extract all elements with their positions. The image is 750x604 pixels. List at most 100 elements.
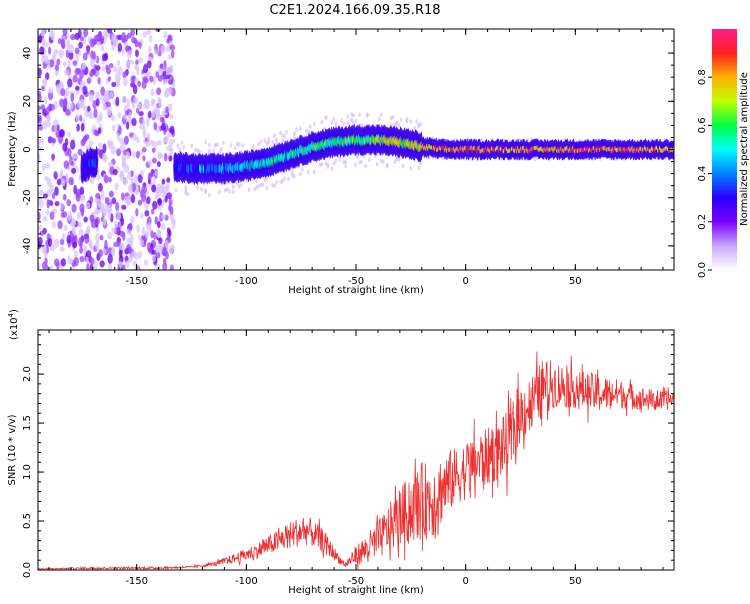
x-tick-label: 0 <box>462 576 468 587</box>
heatmap-noise-cell <box>129 59 135 65</box>
heatmap-noise-cell <box>51 192 56 200</box>
heatmap-noise-cell <box>102 217 107 226</box>
heatmap-noise-cell <box>56 178 62 186</box>
heatmap-noise-cell <box>150 88 155 97</box>
heatmap-noise-cell <box>38 236 43 246</box>
heatmap-noise-cell <box>111 197 117 205</box>
heatmap-noise-cell <box>169 113 174 120</box>
heatmap-noise-cell <box>106 105 112 116</box>
heatmap-noise-cell <box>154 194 159 200</box>
heatmap-noise-cell <box>38 114 42 124</box>
heatmap-noise-cell <box>169 138 173 148</box>
heatmap-noise-cell <box>154 216 158 225</box>
colorbar-tick-label: 0.2 <box>697 214 708 230</box>
heatmap-halo-cell <box>271 139 275 145</box>
heatmap-noise-cell <box>70 34 76 41</box>
heatmap-noise-cell <box>154 48 160 56</box>
heatmap-halo-cell <box>291 170 294 176</box>
heatmap-noise-cell <box>50 30 55 41</box>
heatmap-noise-cell <box>111 81 117 88</box>
heatmap-halo-cell <box>324 115 328 120</box>
heatmap-noise-cell <box>164 135 169 143</box>
heatmap-noise-cell <box>170 49 175 59</box>
heatmap-noise-cell <box>124 260 130 268</box>
heatmap-noise-cell <box>50 244 56 252</box>
heatmap-halo-cell <box>275 137 279 143</box>
heatmap-halo-cell <box>239 182 243 188</box>
heatmap-noise-cell <box>120 217 125 226</box>
heatmap-halo-cell <box>273 183 277 189</box>
heatmap-noise-cell <box>85 201 90 210</box>
heatmap-noise-cell <box>71 225 77 235</box>
heatmap-noise-cell <box>89 113 95 120</box>
heatmap-halo-cell <box>344 164 348 169</box>
heatmap-noise-cell <box>49 59 55 68</box>
heatmap-halo-cell <box>332 161 336 166</box>
heatmap-halo-cell <box>287 176 290 182</box>
heatmap-noise-cell <box>66 235 71 244</box>
heatmap-halo-cell <box>395 120 399 126</box>
heatmap-noise-cell <box>54 186 59 196</box>
heatmap-noise-cell <box>150 230 154 239</box>
heatmap-noise-cell <box>169 44 176 51</box>
heatmap-noise-cell <box>49 265 54 270</box>
heatmap-noise-cell <box>155 112 161 120</box>
heatmap-halo-cell <box>385 162 389 168</box>
heatmap-noise-cell <box>89 175 95 184</box>
heatmap-noise-cell <box>97 77 101 85</box>
heatmap-noise-cell <box>38 195 42 204</box>
heatmap-noise-cell <box>94 197 100 204</box>
heatmap-halo-cell <box>229 143 233 148</box>
heatmap-noise-cell <box>80 98 85 108</box>
heatmap-noise-cell <box>46 114 51 122</box>
heatmap-noise-cell <box>152 200 158 210</box>
heatmap-halo-cell <box>208 192 211 198</box>
heatmap-halo-cell <box>300 167 304 172</box>
heatmap-noise-cell <box>44 96 48 105</box>
heatmap-halo-cell <box>292 134 296 140</box>
heatmap-halo-cell <box>298 126 302 131</box>
heatmap-noise-cell <box>99 235 104 241</box>
heatmap-halo-cell <box>186 192 190 197</box>
heatmap-noise-cell <box>92 99 97 109</box>
snr-scale-label: (x104) <box>7 309 20 340</box>
colorbar-ticks: 0.0 0.2 0.4 0.6 0.8 <box>697 69 712 278</box>
heatmap-noise-cell <box>97 202 102 208</box>
heatmap-noise-cell <box>86 49 90 55</box>
heatmap-noise-cell <box>84 234 90 244</box>
heatmap-noise-cell <box>106 29 113 34</box>
heatmap-noise-cell <box>76 123 80 132</box>
heatmap-noise-cell <box>168 204 172 212</box>
heatmap-halo-cell <box>231 189 235 194</box>
heatmap-noise-cell <box>108 262 113 270</box>
heatmap-noise-cell <box>119 242 125 251</box>
heatmap-noise-cell <box>43 193 48 199</box>
heatmap-noise-cell <box>41 244 47 250</box>
heatmap-noise-cell <box>88 140 94 147</box>
heatmap-noise-cell <box>110 145 116 155</box>
heatmap-noise-cell <box>89 242 94 251</box>
heatmap-halo-cell <box>261 182 265 187</box>
heatmap-halo-cell <box>342 159 346 165</box>
heatmap-halo-cell <box>397 123 401 128</box>
heatmap-halo-cell <box>231 184 235 190</box>
colorbar-tick-label: 0.4 <box>697 166 708 182</box>
heatmap-noise-cell <box>67 131 71 138</box>
heatmap-halo-cell <box>275 180 279 185</box>
y-tick-label: 1.5 <box>22 415 33 431</box>
heatmap-noise-cell <box>43 42 49 48</box>
heatmap-halo-cell <box>419 160 423 166</box>
heatmap-noise-cell <box>93 261 98 270</box>
heatmap-noise-cell <box>86 263 90 270</box>
heatmap-noise-cell <box>160 222 166 231</box>
heatmap-halo-cell <box>178 147 182 152</box>
heatmap-noise-cell <box>109 91 114 99</box>
heatmap-noise-cell <box>115 201 120 212</box>
heatmap-noise-cell <box>147 221 152 231</box>
heatmap-halo-cell <box>312 169 316 175</box>
heatmap-halo-cell <box>227 189 231 194</box>
heatmap-noise-cell <box>95 70 100 76</box>
heatmap-noise-cell <box>165 73 171 80</box>
heatmap-noise-cell <box>169 264 174 270</box>
heatmap-noise-cell <box>100 190 105 201</box>
